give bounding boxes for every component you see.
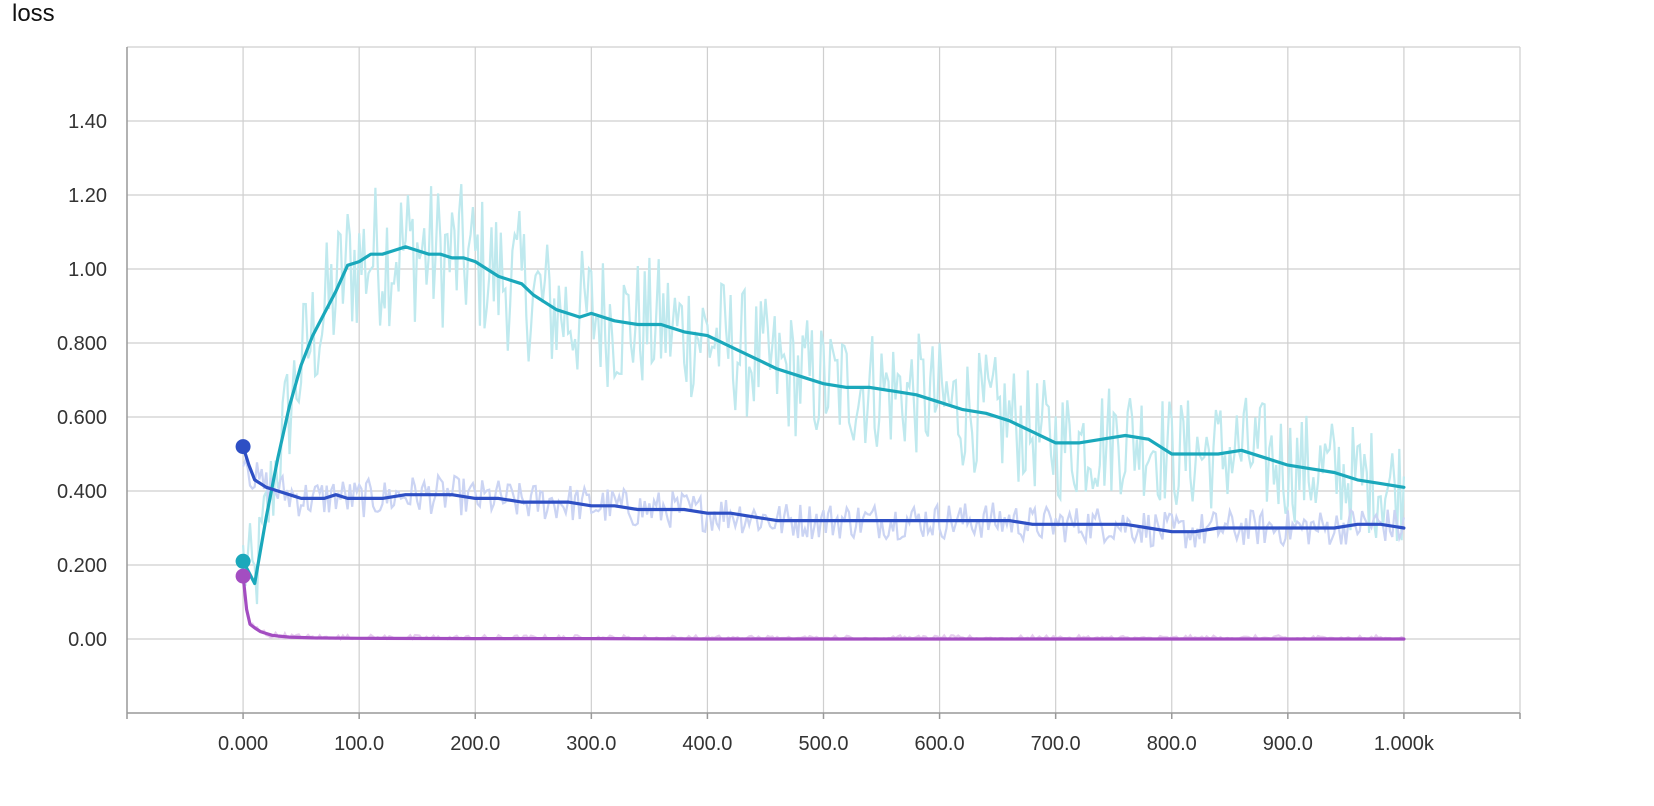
series-3-start-point <box>235 568 251 584</box>
x-tick-label: 800.0 <box>1147 733 1197 755</box>
x-tick-label: 300.0 <box>566 733 616 755</box>
x-tick-label: 700.0 <box>1031 733 1081 755</box>
x-tick-label: 1.000k <box>1374 733 1435 755</box>
x-tick-label: 500.0 <box>798 733 848 755</box>
y-tick-label: 0.200 <box>57 555 107 577</box>
tick-labels: 0.00 0.200 0.400 0.600 0.800 1.00 1.20 1.40 0.00… <box>57 111 1435 755</box>
y-tick-label: 1.20 <box>68 185 107 207</box>
y-tick-label: 1.40 <box>68 111 107 133</box>
y-tick-label: 0.400 <box>57 481 107 503</box>
raw-series-1-line <box>242 184 1405 605</box>
x-tick-label: 900.0 <box>1263 733 1313 755</box>
x-tick-label: 200.0 <box>450 733 500 755</box>
x-tick-label: 600.0 <box>915 733 965 755</box>
series-1-line <box>241 245 1406 586</box>
x-tick-label: 400.0 <box>682 733 732 755</box>
axes <box>126 47 1521 719</box>
series-3-line <box>241 574 1406 641</box>
raw-series-2-line <box>242 456 1405 549</box>
series-2-start-point <box>235 439 251 455</box>
y-tick-label: 1.00 <box>68 259 107 281</box>
chart-title: loss <box>12 0 55 27</box>
y-tick-label: 0.800 <box>57 333 107 355</box>
y-tick-label: 0.00 <box>68 629 107 651</box>
series-2-line <box>241 445 1406 534</box>
x-tick-label: 0.000 <box>218 733 268 755</box>
y-tick-label: 0.600 <box>57 407 107 429</box>
grid <box>127 46 1521 713</box>
x-tick-label: 100.0 <box>334 733 384 755</box>
series-layer <box>241 245 1406 641</box>
start-markers <box>235 439 251 584</box>
series-1-start-point <box>235 553 251 569</box>
